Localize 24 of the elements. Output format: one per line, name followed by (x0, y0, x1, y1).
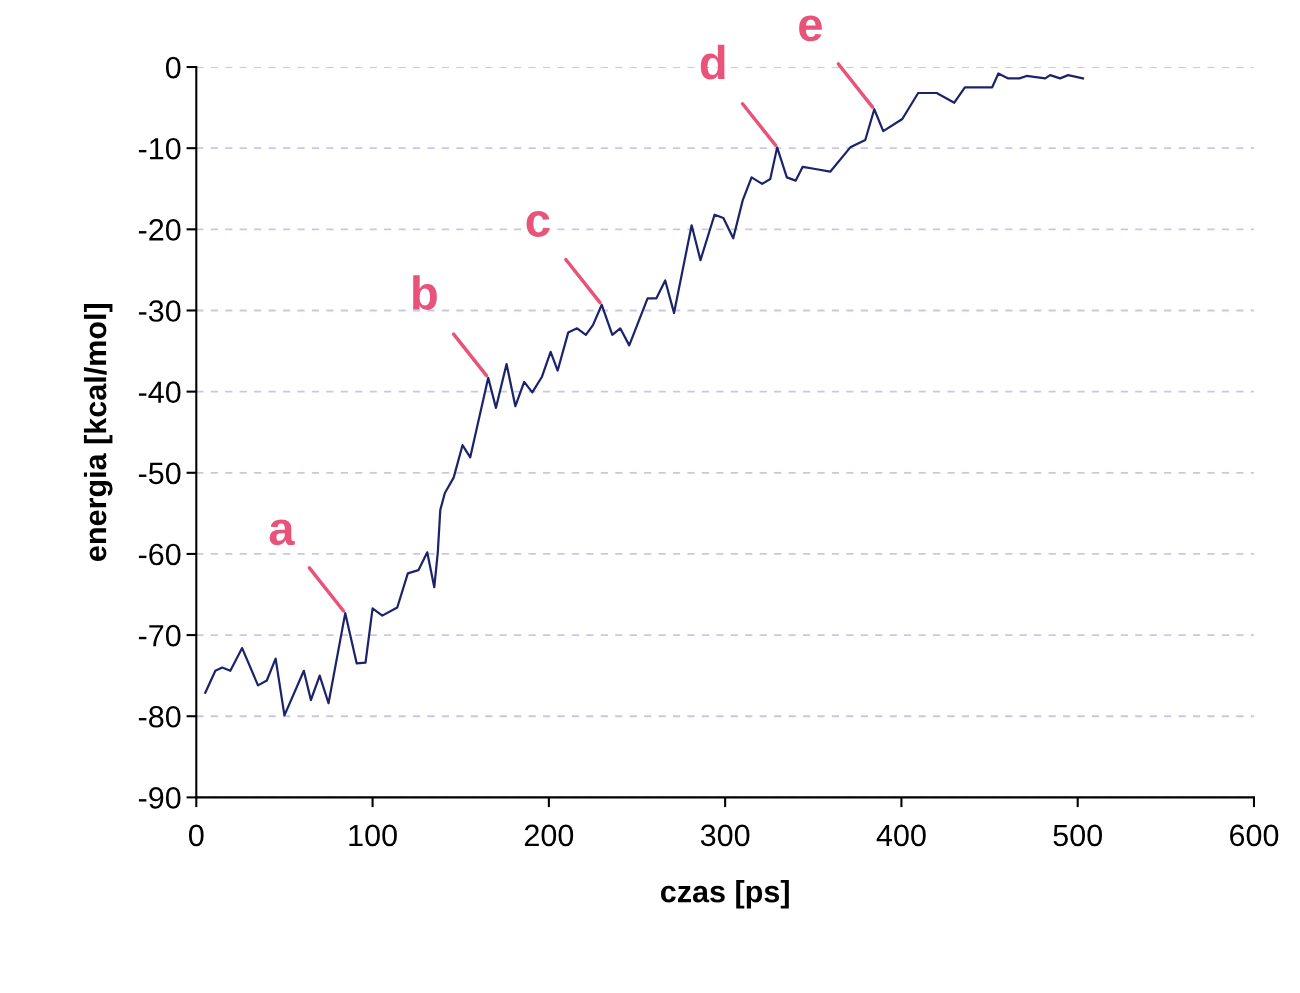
annotation: c (526, 211, 550, 237)
x-tick-label: 300 (700, 824, 750, 847)
x-tick-label: 100 (349, 824, 397, 847)
x-tick-label: 0 (189, 824, 204, 847)
annotation: b (413, 275, 437, 310)
x-axis-title: czas [ps] (660, 880, 789, 909)
y-tick-label: -90 (138, 787, 181, 809)
y-tick-label: -10 (138, 137, 181, 160)
y-tick-label: -20 (138, 219, 181, 241)
x-tick-label: 200 (524, 824, 574, 847)
y-tick-label: 0 (165, 56, 181, 79)
y-tick-label: -30 (138, 300, 181, 322)
x-tick-label: 400 (876, 824, 926, 847)
y-axis-title: energia [kcal/mol] (83, 304, 113, 561)
annotation: e (799, 15, 822, 42)
y-tick-label: -60 (138, 543, 181, 566)
y-tick-label: -70 (138, 624, 181, 647)
annotation: d (700, 44, 725, 80)
x-tick-label: 600 (1230, 824, 1279, 847)
x-tick-label: 500 (1053, 824, 1102, 847)
y-tick-label: -80 (138, 705, 181, 728)
y-tick-label: -40 (138, 381, 181, 403)
y-tick-label: -50 (138, 462, 181, 485)
annotation: a (269, 519, 295, 546)
